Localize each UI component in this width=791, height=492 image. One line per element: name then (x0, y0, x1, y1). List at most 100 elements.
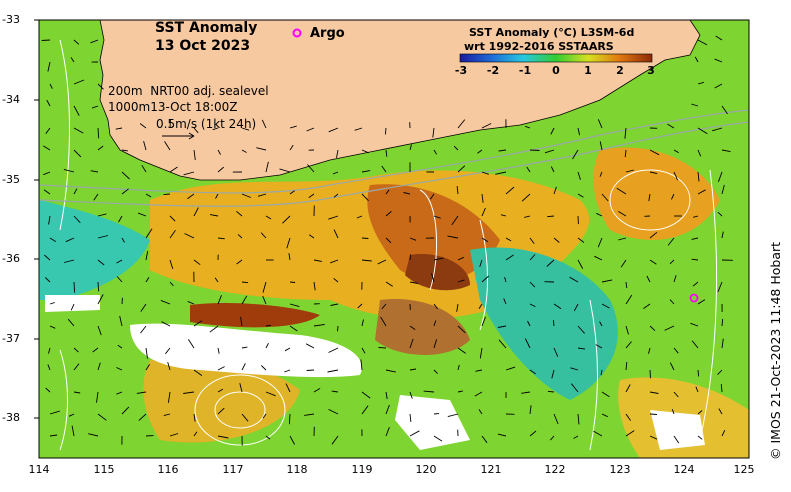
contour-info-line: 1000m13-Oct 18:00Z (108, 100, 238, 114)
current-arrow (183, 171, 195, 176)
current-arrow (409, 237, 417, 241)
current-arrow (692, 215, 699, 218)
current-arrow (625, 325, 629, 335)
current-arrow (116, 367, 123, 371)
current-arrow (649, 231, 658, 239)
cool-anomaly-central (470, 247, 618, 400)
current-arrow (721, 105, 728, 115)
current-arrow (385, 281, 393, 287)
velocity-scale-arrow (162, 132, 195, 140)
current-arrow (160, 299, 171, 305)
current-arrow (721, 231, 724, 239)
legend-title: SST Anomaly (°C) L3SM-6d (469, 26, 635, 39)
current-arrow (481, 123, 492, 129)
current-arrow (289, 144, 294, 151)
current-arrow (333, 229, 339, 239)
current-arrow (169, 281, 174, 287)
current-arrow (193, 259, 201, 266)
current-arrow (145, 193, 152, 198)
x-tick-label: 125 (733, 463, 755, 476)
current-arrow (143, 140, 147, 151)
map-date: 13 Oct 2023 (155, 38, 251, 54)
current-arrow (457, 325, 466, 334)
current-arrow (328, 127, 339, 133)
current-arrow (481, 193, 484, 203)
current-arrow (261, 119, 267, 129)
current-arrow (145, 250, 149, 261)
current-arrow (45, 127, 51, 134)
current-arrow (313, 259, 322, 262)
current-arrow (433, 339, 438, 349)
current-arrow (257, 193, 267, 197)
current-arrow (169, 230, 176, 239)
x-tick-label: 115 (93, 463, 115, 476)
current-arrow (521, 193, 531, 202)
current-arrow (433, 149, 437, 155)
current-arrow (457, 364, 460, 371)
current-arrow (599, 171, 603, 177)
current-arrow (717, 171, 723, 182)
credit-text: © IMOS 21-Oct-2023 11:48 Hobart (768, 241, 783, 460)
current-arrow (241, 193, 251, 198)
current-arrow (505, 237, 512, 242)
current-arrow (44, 277, 51, 283)
current-arrow (529, 237, 535, 244)
current-arrow (193, 413, 196, 422)
current-arrow (457, 119, 466, 129)
current-arrow (720, 384, 723, 393)
current-arrow (121, 149, 128, 152)
current-arrow (431, 273, 435, 283)
current-arrow (718, 408, 723, 415)
current-arrow (169, 215, 176, 222)
current-arrow (145, 277, 150, 283)
current-arrow (481, 207, 486, 217)
current-arrow (239, 383, 243, 393)
current-arrow (44, 254, 51, 261)
current-arrow (457, 347, 466, 354)
current-arrow (241, 149, 247, 153)
cool-anomaly-west (40, 200, 150, 300)
current-arrow (138, 413, 147, 421)
current-arrow (385, 404, 390, 415)
current-arrow (240, 316, 243, 327)
current-arrow (217, 388, 224, 393)
current-arrow (265, 161, 269, 173)
current-arrow (673, 171, 679, 181)
current-arrow (553, 347, 559, 357)
current-arrow (717, 369, 723, 376)
y-tick-label: -33 (2, 13, 20, 26)
x-tick-label: 117 (222, 463, 244, 476)
current-arrow (265, 391, 276, 397)
current-arrow (313, 388, 321, 393)
current-arrow (331, 390, 339, 393)
current-arrow (236, 259, 243, 265)
current-arrow (550, 166, 555, 173)
current-arrow (572, 149, 579, 160)
current-arrow (625, 281, 628, 289)
current-arrow (481, 435, 488, 444)
current-arrow (361, 405, 369, 415)
current-arrow (423, 390, 435, 393)
current-arrow (47, 364, 51, 371)
current-arrow (597, 237, 603, 248)
current-arrow (553, 237, 560, 243)
current-arrow (697, 127, 708, 135)
current-arrow (217, 347, 220, 354)
current-arrow (497, 325, 507, 328)
current-arrow (169, 259, 174, 270)
current-arrow (327, 369, 339, 373)
current-arrow (288, 253, 291, 261)
current-arrow (337, 325, 339, 332)
current-arrow (88, 433, 99, 437)
current-arrow (553, 186, 557, 195)
current-arrow (457, 390, 463, 393)
x-tick-label: 124 (673, 463, 695, 476)
current-arrow (715, 35, 723, 41)
current-arrow (721, 184, 725, 195)
current-arrow (433, 320, 437, 327)
current-arrow (188, 339, 195, 349)
current-arrow (649, 413, 658, 415)
current-arrow (313, 323, 325, 327)
current-arrow (121, 171, 130, 180)
